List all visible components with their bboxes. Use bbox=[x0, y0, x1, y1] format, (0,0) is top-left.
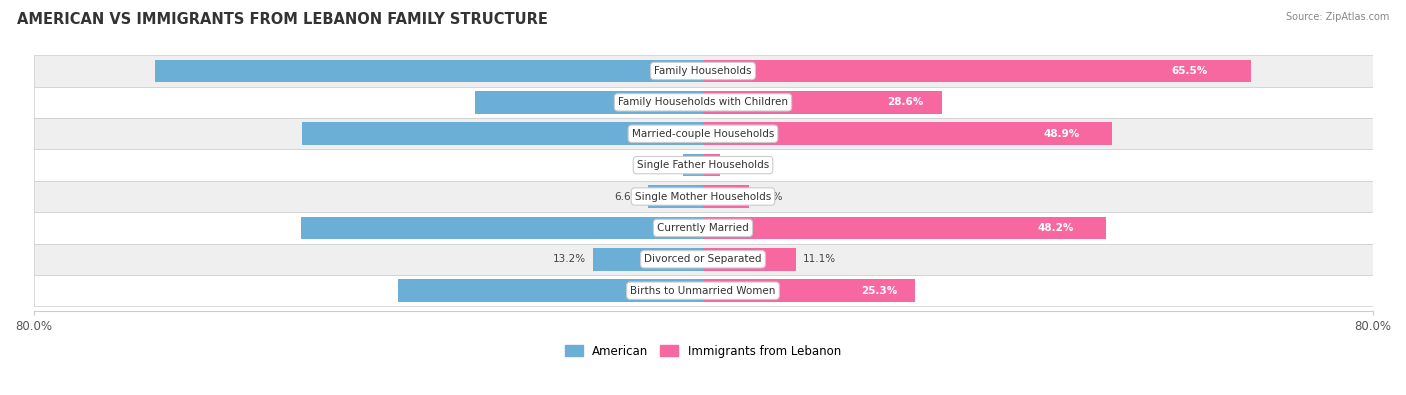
Text: Births to Unmarried Women: Births to Unmarried Women bbox=[630, 286, 776, 296]
Bar bbox=[302, 122, 703, 145]
Text: 2.0%: 2.0% bbox=[727, 160, 752, 170]
Text: Family Households with Children: Family Households with Children bbox=[619, 97, 787, 107]
Bar bbox=[683, 154, 703, 177]
Bar bbox=[34, 87, 1372, 118]
Text: 13.2%: 13.2% bbox=[553, 254, 586, 264]
Text: 2.4%: 2.4% bbox=[650, 160, 676, 170]
Legend: American, Immigrants from Lebanon: American, Immigrants from Lebanon bbox=[561, 340, 845, 363]
Bar bbox=[34, 212, 1372, 244]
Text: AMERICAN VS IMMIGRANTS FROM LEBANON FAMILY STRUCTURE: AMERICAN VS IMMIGRANTS FROM LEBANON FAMI… bbox=[17, 12, 548, 27]
Bar bbox=[648, 185, 703, 208]
Bar bbox=[703, 248, 796, 271]
Text: 48.0%: 48.0% bbox=[683, 223, 720, 233]
Bar bbox=[301, 216, 703, 239]
Bar bbox=[34, 244, 1372, 275]
Text: 47.9%: 47.9% bbox=[683, 129, 720, 139]
Bar bbox=[34, 181, 1372, 212]
Text: Divorced or Separated: Divorced or Separated bbox=[644, 254, 762, 264]
Text: 6.6%: 6.6% bbox=[614, 192, 641, 201]
Text: 5.5%: 5.5% bbox=[755, 192, 782, 201]
Bar bbox=[398, 279, 703, 302]
Bar bbox=[703, 185, 749, 208]
Bar bbox=[703, 216, 1107, 239]
Text: Married-couple Households: Married-couple Households bbox=[631, 129, 775, 139]
Text: Single Mother Households: Single Mother Households bbox=[636, 192, 770, 201]
Text: 11.1%: 11.1% bbox=[803, 254, 835, 264]
Bar bbox=[34, 149, 1372, 181]
Text: Source: ZipAtlas.com: Source: ZipAtlas.com bbox=[1285, 12, 1389, 22]
Bar bbox=[475, 91, 703, 114]
Text: 48.2%: 48.2% bbox=[1038, 223, 1074, 233]
Text: 48.9%: 48.9% bbox=[1043, 129, 1080, 139]
Text: 28.6%: 28.6% bbox=[887, 97, 924, 107]
Bar bbox=[703, 154, 720, 177]
Bar bbox=[592, 248, 703, 271]
Text: Family Households: Family Households bbox=[654, 66, 752, 76]
Text: Currently Married: Currently Married bbox=[657, 223, 749, 233]
Bar bbox=[703, 122, 1112, 145]
Bar bbox=[34, 55, 1372, 87]
Text: 27.3%: 27.3% bbox=[692, 97, 728, 107]
Text: 65.5%: 65.5% bbox=[1171, 66, 1208, 76]
Bar bbox=[703, 60, 1251, 82]
Text: 65.5%: 65.5% bbox=[676, 66, 711, 76]
Bar bbox=[155, 60, 703, 82]
Bar bbox=[703, 91, 942, 114]
Text: Single Father Households: Single Father Households bbox=[637, 160, 769, 170]
Text: 36.4%: 36.4% bbox=[688, 286, 724, 296]
Text: 25.3%: 25.3% bbox=[862, 286, 898, 296]
Bar bbox=[703, 279, 915, 302]
Bar bbox=[34, 118, 1372, 149]
Bar bbox=[34, 275, 1372, 307]
